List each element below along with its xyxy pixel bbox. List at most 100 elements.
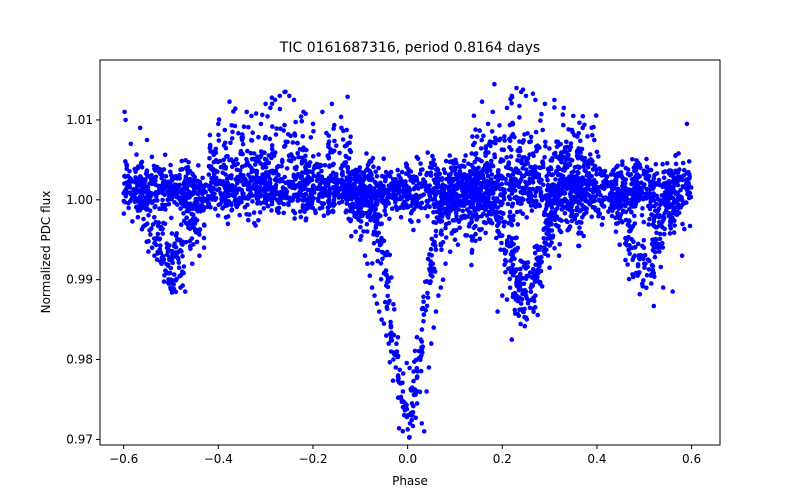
data-point (249, 165, 254, 171)
data-point (157, 187, 162, 192)
data-point (185, 165, 191, 170)
data-point (629, 237, 634, 242)
data-point (378, 185, 384, 190)
data-point (407, 434, 412, 440)
data-point (561, 122, 566, 128)
data-point (508, 215, 514, 220)
data-point (190, 212, 196, 217)
data-point (518, 321, 523, 327)
data-point (324, 193, 329, 198)
data-point (351, 203, 357, 209)
data-point (590, 189, 596, 195)
data-point (525, 260, 531, 265)
data-point (485, 121, 491, 127)
data-point (388, 324, 394, 330)
data-point (468, 234, 474, 239)
data-point (565, 219, 570, 225)
data-point (403, 179, 408, 184)
data-point (238, 151, 243, 157)
data-point (550, 172, 556, 177)
data-point (473, 214, 479, 219)
data-point (648, 196, 653, 201)
data-point (201, 198, 206, 204)
data-point (579, 146, 584, 152)
data-point (179, 187, 184, 192)
data-point (376, 230, 382, 236)
data-point (639, 180, 644, 185)
data-point (362, 253, 368, 258)
data-point (162, 152, 168, 158)
data-point (157, 249, 163, 254)
data-point (324, 130, 329, 136)
data-point (653, 225, 658, 230)
data-point (460, 208, 466, 214)
data-point (236, 131, 241, 136)
data-point (410, 413, 415, 418)
data-point (258, 121, 264, 127)
data-point (620, 208, 626, 214)
data-point (663, 185, 669, 191)
data-point (587, 202, 593, 207)
data-point (416, 348, 422, 354)
data-point (546, 229, 551, 235)
data-point (561, 105, 567, 111)
data-point (421, 294, 426, 300)
data-point (603, 195, 608, 200)
data-point (670, 289, 675, 294)
data-point (646, 173, 652, 179)
data-point (646, 267, 652, 272)
data-point (322, 162, 328, 168)
data-point (229, 164, 235, 169)
data-point (386, 341, 392, 346)
data-point (368, 207, 374, 213)
data-point (173, 289, 179, 295)
data-point (365, 261, 370, 267)
data-point (532, 304, 538, 310)
data-point (222, 127, 228, 133)
data-point (559, 176, 565, 181)
data-point (681, 184, 686, 190)
data-point (445, 198, 451, 203)
data-point (204, 199, 210, 204)
data-point (331, 161, 336, 167)
data-point (344, 143, 350, 148)
data-point (364, 221, 370, 227)
data-point (686, 169, 691, 175)
data-point (165, 189, 170, 195)
data-point (635, 182, 640, 188)
data-point (194, 239, 200, 245)
data-point (364, 151, 369, 156)
data-point (525, 264, 530, 270)
data-point (292, 216, 297, 221)
data-point (527, 152, 532, 157)
data-point (473, 127, 478, 132)
data-point (434, 209, 440, 215)
data-point (584, 206, 589, 211)
data-point (473, 151, 479, 156)
data-point (269, 189, 275, 194)
data-point (215, 187, 220, 193)
data-point (534, 198, 539, 204)
data-point (208, 179, 214, 185)
data-point (517, 115, 522, 120)
data-point (400, 389, 406, 394)
data-point (585, 134, 590, 139)
data-point (537, 281, 543, 287)
data-point (144, 168, 150, 173)
data-point (577, 120, 582, 126)
data-point (649, 212, 654, 217)
data-point (499, 215, 504, 221)
data-point (509, 93, 515, 99)
data-point (273, 132, 279, 137)
data-point (535, 312, 540, 318)
data-point (265, 114, 270, 119)
data-point (300, 170, 305, 175)
data-point (334, 143, 339, 148)
data-point (509, 236, 514, 241)
data-point (396, 180, 402, 185)
data-point (277, 93, 283, 99)
data-point (216, 117, 222, 122)
data-point (508, 251, 514, 257)
data-point (288, 152, 294, 157)
